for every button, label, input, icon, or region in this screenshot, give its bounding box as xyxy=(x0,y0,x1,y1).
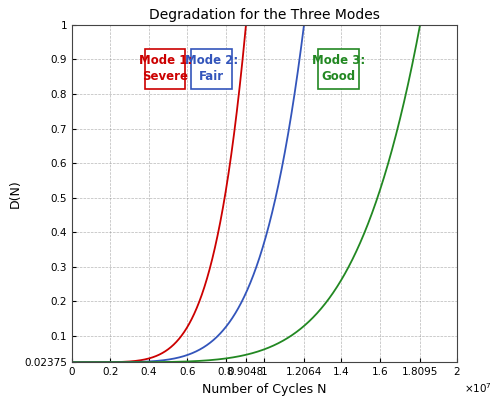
Title: Degradation for the Three Modes: Degradation for the Three Modes xyxy=(149,8,380,22)
Text: Mode 2:
Fair: Mode 2: Fair xyxy=(184,55,238,84)
Y-axis label: D(N): D(N) xyxy=(8,179,22,208)
Text: Mode 3:
Good: Mode 3: Good xyxy=(312,55,365,84)
FancyBboxPatch shape xyxy=(145,49,186,89)
Text: Mode 1:
Severe: Mode 1: Severe xyxy=(138,55,192,84)
Text: $\times 10^7$: $\times 10^7$ xyxy=(464,381,491,395)
FancyBboxPatch shape xyxy=(318,49,358,89)
X-axis label: Number of Cycles N: Number of Cycles N xyxy=(202,383,326,396)
FancyBboxPatch shape xyxy=(191,49,232,89)
